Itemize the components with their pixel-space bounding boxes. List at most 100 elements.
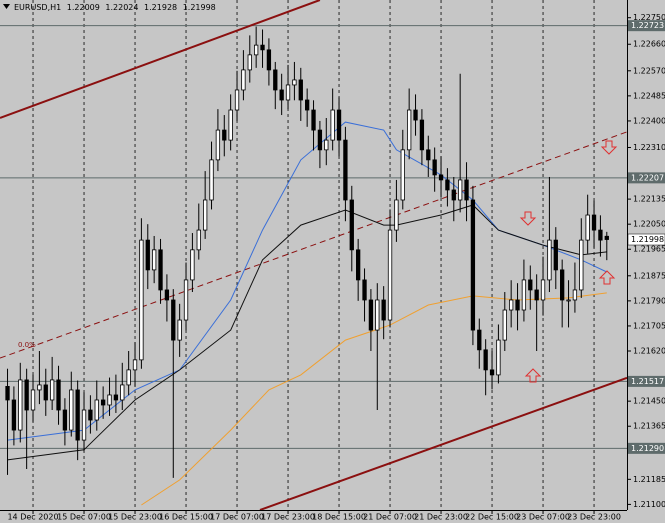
- candle-body: [375, 299, 380, 331]
- candle-body: [317, 129, 323, 151]
- candle-body: [37, 384, 42, 391]
- trendline: [259, 376, 627, 510]
- candle-body: [419, 119, 425, 151]
- y-tick-label: 1.21450: [633, 397, 665, 406]
- candle-body: [177, 319, 182, 341]
- y-tick-label: 1.22400: [633, 116, 665, 125]
- candle-body: [126, 369, 131, 386]
- candle-body: [509, 299, 514, 311]
- candle-body: [43, 384, 48, 401]
- candle-body: [349, 199, 354, 251]
- candle-body: [598, 229, 603, 241]
- candle-body: [183, 279, 189, 321]
- x-tick-label: 17 Dec 23:00: [261, 513, 315, 522]
- buy-arrow: [598, 270, 616, 285]
- candle-body: [572, 289, 578, 301]
- candle-body: [528, 279, 533, 291]
- candle-body: [540, 279, 546, 301]
- candle-body: [362, 279, 367, 301]
- level-label-box: [628, 442, 665, 454]
- last-low: 1.21928: [144, 3, 177, 12]
- candle-body: [100, 399, 106, 406]
- candle-body: [381, 299, 386, 321]
- candle-body: [368, 299, 374, 331]
- candle-body: [579, 239, 584, 291]
- candle-body: [222, 129, 227, 141]
- candle-body: [445, 179, 450, 191]
- candle-body: [209, 159, 214, 201]
- candle-body: [260, 44, 265, 51]
- y-tick-label: 1.21875: [633, 271, 665, 280]
- candle-body: [164, 289, 170, 301]
- candle-body: [330, 109, 335, 141]
- candle-body: [585, 214, 590, 241]
- x-tick-label: 23 Dec 23:00: [567, 513, 621, 522]
- candle-body: [273, 69, 278, 91]
- y-tick-label: 1.21100: [633, 500, 665, 509]
- candle-body: [489, 369, 495, 376]
- candle-body: [553, 239, 558, 271]
- candle-body: [11, 399, 17, 431]
- candle-body: [30, 389, 36, 411]
- candle-body: [336, 109, 342, 141]
- candle-body: [139, 239, 144, 361]
- candle-body: [234, 89, 240, 111]
- candle-body: [292, 79, 297, 86]
- level-label-box: [628, 20, 665, 32]
- candle-body: [190, 249, 195, 281]
- candle-body: [62, 409, 68, 431]
- candle-body: [69, 389, 74, 431]
- candle-body: [254, 44, 259, 56]
- candle-body: [464, 179, 469, 201]
- candle-body: [483, 349, 488, 371]
- candle-body: [400, 149, 405, 201]
- sell-arrow: [600, 140, 618, 155]
- level-label: 1.22207: [631, 173, 664, 182]
- x-tick-label: 15 Dec 07:00: [57, 513, 111, 522]
- candle-body: [5, 386, 10, 401]
- candle-body: [432, 159, 437, 176]
- menu-triangle: [3, 4, 10, 9]
- candle-body: [604, 235, 609, 240]
- y-tick-label: 1.22050: [633, 220, 665, 229]
- x-tick-label: 18 Dec 15:00: [312, 513, 366, 522]
- candle-body: [266, 49, 272, 71]
- candle-body: [477, 329, 482, 351]
- candle-body: [88, 409, 93, 421]
- buy-arrow: [524, 368, 542, 383]
- candle-body: [49, 379, 55, 401]
- candle-body: [75, 389, 80, 441]
- candle-body: [387, 229, 393, 321]
- indicator-line: [7, 204, 607, 461]
- candle-body: [81, 409, 87, 441]
- price-label-box: [627, 233, 665, 246]
- y-tick-label: 1.22750: [633, 13, 665, 22]
- candle-body: [228, 109, 233, 141]
- candle-body: [356, 249, 361, 281]
- y-tick-label: 1.22485: [633, 91, 665, 100]
- candle-body: [591, 214, 597, 231]
- candle-body: [534, 289, 539, 301]
- candle-body: [407, 109, 412, 151]
- symbol: EURUSD,H1: [14, 3, 61, 12]
- y-tick-label: 1.21365: [633, 422, 665, 431]
- candle-body: [458, 179, 463, 201]
- candle-body: [566, 299, 571, 302]
- plot-area: [0, 0, 627, 510]
- candle-body: [24, 379, 29, 411]
- x-tick-label: 14 Dec 2020: [7, 513, 58, 522]
- price-label: 1.21998: [631, 235, 664, 244]
- y-tick-label: 1.22570: [633, 66, 665, 75]
- candle-body: [502, 309, 507, 341]
- trendline: [0, 0, 321, 119]
- level-label: 1.21290: [631, 444, 664, 453]
- candle-body: [305, 99, 310, 111]
- y-tick-label: 1.21620: [633, 347, 665, 356]
- candle-body: [324, 139, 329, 151]
- y-tick-label: 1.21705: [633, 321, 665, 330]
- candle-body: [496, 339, 501, 376]
- candle-body: [515, 299, 520, 311]
